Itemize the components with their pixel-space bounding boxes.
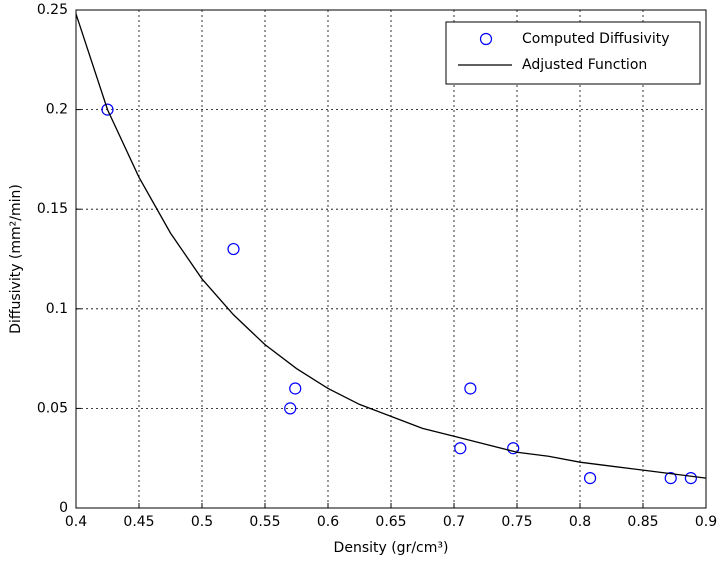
data-point: [583, 472, 597, 485]
x-tick-label: 0.75: [501, 514, 532, 530]
x-tick-label: 0.65: [375, 514, 406, 530]
x-tick-label: 0.9: [695, 514, 717, 530]
x-tick-label: 0.8: [569, 514, 591, 530]
legend-box: [445, 21, 701, 85]
y-tick-label: 0.15: [37, 201, 68, 217]
x-tick-label: 0.55: [249, 514, 280, 530]
legend-marker: [479, 32, 493, 46]
y-tick-label: 0: [59, 500, 68, 516]
data-point: [101, 103, 114, 116]
y-axis-label: Diffusivity (mm²/min): [8, 184, 24, 334]
y-tick-label: 0.25: [37, 2, 68, 18]
x-tick-label: 0.7: [443, 514, 465, 530]
x-tick-label: 0.4: [65, 514, 87, 530]
legend: Computed Diffusivity Adjusted Function: [445, 21, 701, 85]
x-tick-label: 0.6: [317, 514, 339, 530]
y-tick-label: 0.1: [46, 301, 68, 317]
data-point: [464, 382, 477, 395]
x-tick-label: 0.85: [627, 514, 658, 530]
data-point: [284, 402, 297, 415]
data-point: [664, 472, 677, 485]
legend-label: Adjusted Function: [522, 57, 647, 73]
x-tick-label: 0.45: [123, 514, 154, 530]
legend-label: Computed Diffusivity: [522, 31, 670, 47]
data-point: [227, 242, 240, 256]
data-point: [454, 442, 467, 455]
data-point: [507, 442, 520, 455]
y-tick-label: 0.05: [37, 400, 68, 416]
data-line: [75, 13, 707, 479]
y-tick-label: 0.2: [46, 102, 68, 118]
x-axis-label: Density (gr/cm³): [334, 540, 449, 556]
plot-area: [75, 9, 707, 509]
x-tick-label: 0.5: [191, 514, 213, 530]
data-point: [289, 382, 302, 395]
data-point: [684, 472, 697, 485]
